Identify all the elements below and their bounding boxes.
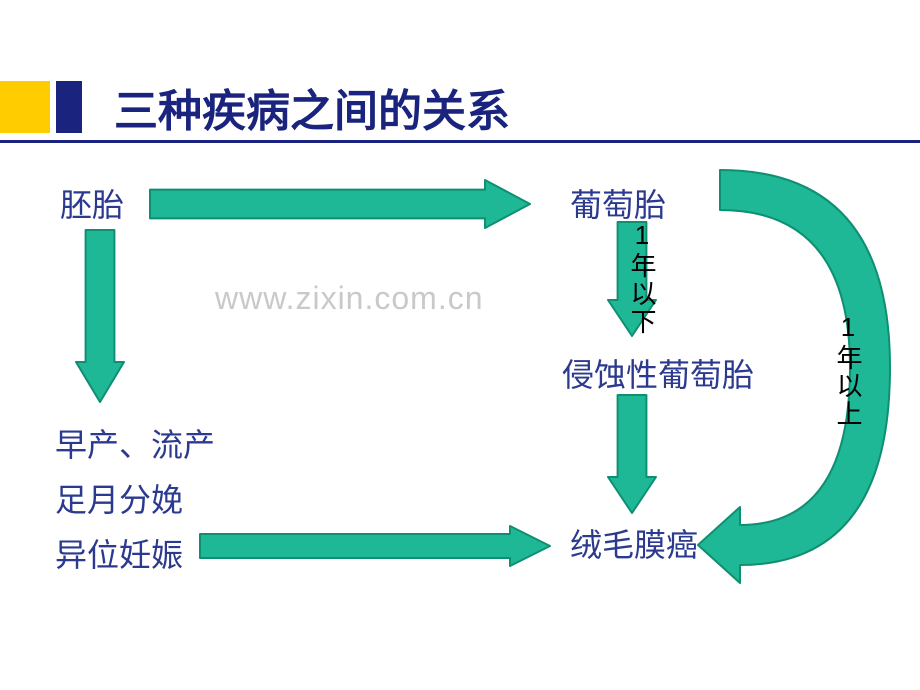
node-fullterm: 足月分娩 [55, 475, 183, 521]
title-underline [0, 140, 920, 143]
node-ectopic: 异位妊娠 [55, 530, 183, 576]
title-bar-navy [56, 81, 82, 133]
node-embryo: 胚胎 [60, 180, 124, 226]
title-area: 三种疾病之间的关系 [0, 75, 510, 139]
node-chorio: 绒毛膜癌 [570, 520, 698, 566]
node-invasive: 侵蚀性葡萄胎 [562, 350, 754, 396]
label-over1y: 1年以上 [830, 312, 867, 428]
title-bar-yellow [0, 81, 50, 133]
watermark: www.zixin.com.cn [215, 280, 484, 317]
label-under1y: 1年以下 [624, 220, 661, 336]
page-title: 三种疾病之间的关系 [114, 75, 510, 139]
node-premature: 早产、流产 [55, 420, 215, 466]
